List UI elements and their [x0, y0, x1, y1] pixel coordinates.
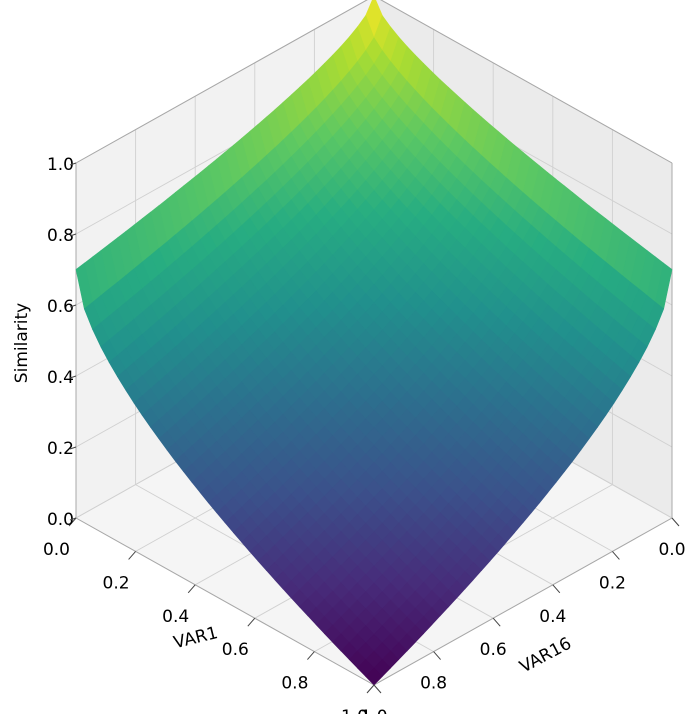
- pane-edge: [75, 517, 375, 686]
- x-tick-label: 0.2: [103, 573, 130, 593]
- y-tick-label: 1.0: [360, 707, 387, 714]
- z-tick-mark: [69, 375, 77, 379]
- z-tick-mark: [69, 162, 77, 166]
- z-axis-label: Similarity: [12, 303, 32, 383]
- y-tick-mark: [552, 584, 561, 594]
- x-tick-label: 1.0: [341, 707, 368, 714]
- z-tick-label: 0.6: [47, 297, 74, 317]
- x-axis-label: VAR1: [172, 623, 220, 653]
- z-tick-label: 0.0: [47, 510, 74, 530]
- z-tick-mark: [69, 304, 77, 308]
- y-axis-label: VAR16: [516, 634, 575, 678]
- y-tick-mark: [671, 517, 680, 527]
- y-tick-mark: [612, 551, 620, 560]
- y-tick-label: 0.8: [420, 674, 447, 694]
- pane-edge: [373, 517, 673, 686]
- x-tick-mark: [128, 551, 136, 560]
- pane-edge: [380, 0, 673, 164]
- x-tick-mark: [366, 684, 375, 694]
- y-tick-label: 0.4: [539, 607, 566, 627]
- z-tick-label: 0.2: [47, 439, 74, 459]
- x-tick-label: 0.8: [281, 674, 308, 694]
- x-tick-label: 0.4: [162, 607, 189, 627]
- z-tick-mark: [69, 517, 77, 521]
- z-tick-mark: [69, 446, 77, 450]
- x-tick-mark: [68, 517, 77, 527]
- y-tick-mark: [433, 651, 441, 660]
- x-tick-mark: [307, 651, 315, 660]
- y-tick-mark: [492, 617, 501, 627]
- x-tick-mark: [247, 617, 256, 627]
- y-tick-label: 0.6: [480, 640, 507, 660]
- tick-labels: 0.0 0.2 0.4 0.6 0.8 1.0 0.0 0.2 0.4 0.6 0.8 1.0 0.0 0…: [43, 155, 686, 714]
- z-tick-label: 1.0: [47, 155, 74, 175]
- y-tick-mark: [373, 684, 382, 694]
- z-tick-mark: [69, 233, 77, 237]
- x-tick-mark: [187, 584, 196, 594]
- y-tick-label: 0.2: [599, 573, 626, 593]
- surface-mesh: [75, 0, 673, 686]
- z-tick-label: 0.8: [47, 226, 74, 246]
- pane-edge: [75, 0, 368, 164]
- x-tick-label: 0.6: [222, 640, 249, 660]
- z-tick-label: 0.4: [47, 368, 74, 388]
- y-tick-label: 0.0: [658, 540, 685, 560]
- x-tick-label: 0.0: [43, 540, 70, 560]
